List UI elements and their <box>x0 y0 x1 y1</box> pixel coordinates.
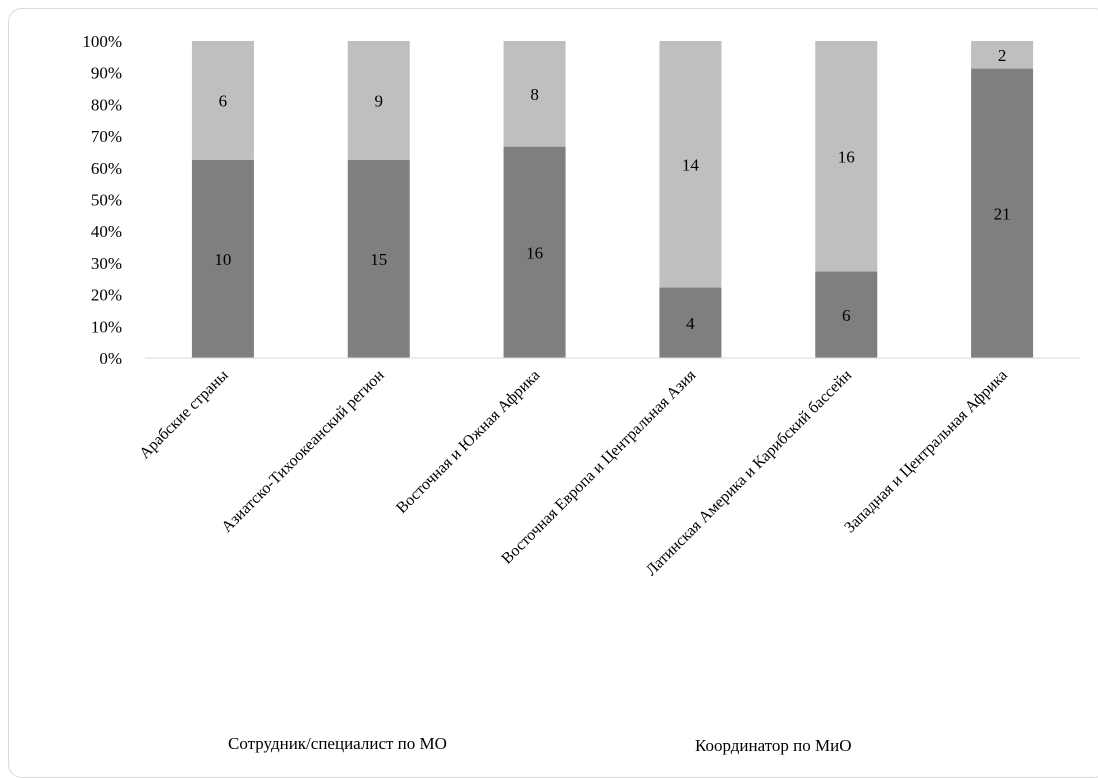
bar-segment-series-2 <box>815 41 878 272</box>
data-label: 4 <box>686 314 695 333</box>
data-label: 21 <box>994 204 1011 223</box>
y-tick-label: 60% <box>91 159 122 178</box>
category-label: Арабские страны <box>136 367 232 463</box>
y-tick-label: 90% <box>91 64 122 83</box>
y-tick-label: 50% <box>91 191 122 210</box>
y-tick-label: 70% <box>91 127 122 146</box>
data-label: 2 <box>998 46 1007 65</box>
bar-segment-series-2 <box>503 41 566 147</box>
y-tick-label: 80% <box>91 95 122 114</box>
data-label: 8 <box>530 85 539 104</box>
bar-segment-series-1 <box>503 146 566 358</box>
category-label: Азиатско-Тихоокеанский регион <box>218 366 387 535</box>
bar-segment-series-1 <box>191 159 254 358</box>
y-tick-label: 30% <box>91 254 122 273</box>
bars: 10 6 15 9 16 8 4 14 6 16 21 2 <box>191 41 1034 358</box>
bar-segment-series-2 <box>971 41 1034 69</box>
data-label: 16 <box>526 243 543 262</box>
category-label: Западная и Центральная Африка <box>841 367 1011 537</box>
bar-segment-series-1 <box>347 159 410 358</box>
y-tick-label: 40% <box>91 222 122 241</box>
category-label: Восточная Европа и Центральная Азия <box>498 366 699 567</box>
y-tick-label: 0% <box>99 349 122 368</box>
legend-label-series-2: Координатор по МиО <box>695 736 852 755</box>
category-label: Восточная и Южная Африка <box>393 367 543 517</box>
legend-entry-series-1: Сотрудник/специалист по МО <box>228 734 447 754</box>
data-label: 9 <box>375 91 384 110</box>
data-label: 16 <box>838 147 855 166</box>
y-tick-label: 20% <box>91 286 122 305</box>
data-label: 6 <box>219 91 228 110</box>
bar-segment-series-1 <box>971 68 1034 358</box>
y-axis: 0% 10% 20% 30% 40% 50% 60% 70% 80% 90% 100% <box>82 32 122 368</box>
data-label: 6 <box>842 306 851 325</box>
bar-segment-series-2 <box>659 41 722 288</box>
y-tick-label: 10% <box>91 317 122 336</box>
data-label: 15 <box>370 250 387 269</box>
bar-segment-series-2 <box>347 41 410 160</box>
data-label: 10 <box>214 250 231 269</box>
y-tick-label: 100% <box>82 32 122 51</box>
bar-segment-series-1 <box>815 271 878 358</box>
bar-segment-series-1 <box>659 287 722 358</box>
legend-entry-series-2: Координатор по МиО <box>695 736 852 756</box>
data-label: 14 <box>682 155 700 174</box>
legend-label-series-1: Сотрудник/специалист по МО <box>228 734 447 753</box>
bar-segment-series-2 <box>191 41 254 160</box>
